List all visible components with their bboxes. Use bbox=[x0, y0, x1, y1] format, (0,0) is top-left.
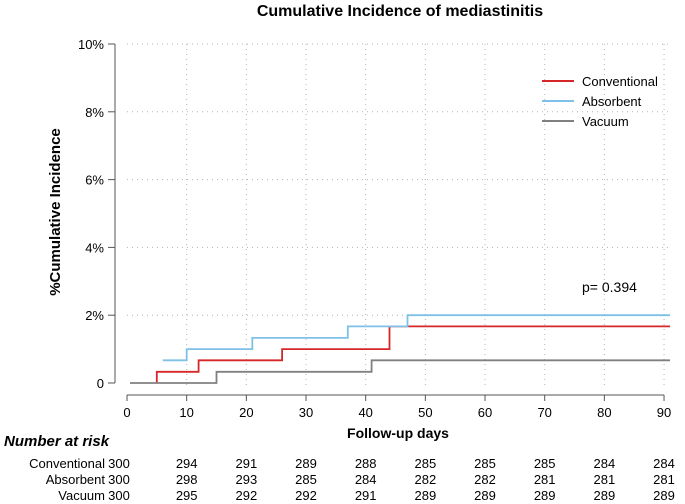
y-tick-label: 4% bbox=[85, 240, 104, 255]
risk-value: 289 bbox=[415, 488, 437, 503]
x-tick-label: 40 bbox=[358, 405, 372, 420]
risk-value: 293 bbox=[235, 472, 257, 487]
y-tick-label: 6% bbox=[85, 173, 104, 188]
risk-table-title: Number at risk bbox=[4, 433, 110, 450]
risk-value: 282 bbox=[415, 472, 437, 487]
x-tick-label: 50 bbox=[418, 405, 432, 420]
legend: Conventional Absorbent Vacuum bbox=[542, 74, 658, 129]
risk-value: 285 bbox=[474, 456, 496, 471]
series-line-conventional bbox=[155, 325, 670, 383]
axes: 0 2% 4% 6% 8% 10% 0 10 20 30 40 50 60 70 80 90 bbox=[78, 37, 671, 420]
legend-label-absorbent: Absorbent bbox=[582, 94, 642, 109]
risk-value: 292 bbox=[295, 488, 317, 503]
y-tick-label: 0 bbox=[97, 376, 104, 391]
risk-row-label-absorbent: Absorbent bbox=[46, 472, 106, 487]
risk-value: 289 bbox=[653, 488, 675, 503]
risk-value: 284 bbox=[653, 456, 675, 471]
y-tick-label: 10% bbox=[78, 37, 104, 52]
risk-table: Conventional 300 294 291 289 288 285 285 285 284 2… bbox=[29, 456, 675, 503]
risk-value: 285 bbox=[534, 456, 556, 471]
x-tick-label: 90 bbox=[657, 405, 671, 420]
x-axis-label: Follow-up days bbox=[347, 425, 449, 441]
risk-value: 300 bbox=[108, 472, 130, 487]
risk-value: 289 bbox=[295, 456, 317, 471]
x-tick-label: 60 bbox=[478, 405, 492, 420]
risk-value: 281 bbox=[653, 472, 675, 487]
risk-value: 289 bbox=[534, 488, 556, 503]
series-line-absorbent bbox=[162, 314, 670, 362]
grid bbox=[127, 43, 670, 389]
x-tick-label: 10 bbox=[179, 405, 193, 420]
risk-value: 289 bbox=[594, 488, 616, 503]
x-tick-label: 80 bbox=[597, 405, 611, 420]
chart-title: Cumulative Incidence of mediastinitis bbox=[257, 3, 543, 20]
risk-value: 291 bbox=[235, 456, 257, 471]
risk-value: 281 bbox=[534, 472, 556, 487]
risk-row-label-vacuum: Vacuum bbox=[58, 488, 105, 503]
risk-value: 285 bbox=[415, 456, 437, 471]
x-tick-label: 20 bbox=[239, 405, 253, 420]
x-tick-label: 30 bbox=[299, 405, 313, 420]
risk-value: 300 bbox=[108, 488, 130, 503]
risk-value: 284 bbox=[594, 456, 616, 471]
legend-label-conventional: Conventional bbox=[582, 74, 658, 89]
risk-value: 289 bbox=[474, 488, 496, 503]
risk-value: 282 bbox=[474, 472, 496, 487]
risk-value: 291 bbox=[355, 488, 377, 503]
risk-value: 281 bbox=[594, 472, 616, 487]
x-tick-label: 0 bbox=[123, 405, 130, 420]
p-value-annotation: p= 0.394 bbox=[582, 279, 637, 295]
x-tick-label: 70 bbox=[537, 405, 551, 420]
risk-row-label-conventional: Conventional bbox=[29, 456, 105, 471]
risk-value: 300 bbox=[108, 456, 130, 471]
risk-value: 295 bbox=[176, 488, 198, 503]
risk-value: 294 bbox=[176, 456, 198, 471]
risk-value: 292 bbox=[235, 488, 257, 503]
risk-value: 284 bbox=[355, 472, 377, 487]
series-line-vacuum bbox=[130, 359, 670, 384]
series-lines bbox=[130, 314, 670, 384]
legend-label-vacuum: Vacuum bbox=[582, 114, 629, 129]
risk-value: 288 bbox=[355, 456, 377, 471]
y-tick-label: 8% bbox=[85, 105, 104, 120]
risk-value: 298 bbox=[176, 472, 198, 487]
y-axis-label: %Cumulative Incidence bbox=[47, 128, 64, 296]
risk-value: 285 bbox=[295, 472, 317, 487]
y-tick-label: 2% bbox=[85, 308, 104, 323]
